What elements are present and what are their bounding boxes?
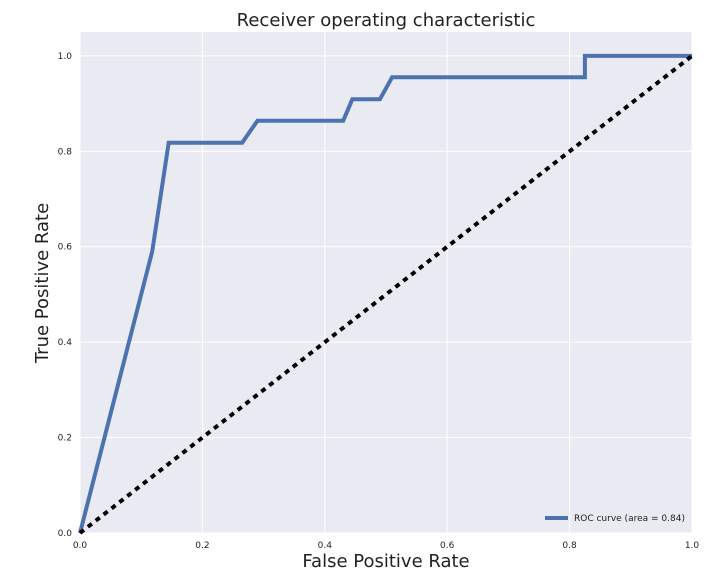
x-tick-label: 1.0 — [685, 541, 700, 551]
x-tick-label: 0.6 — [440, 541, 455, 551]
y-tick-label: 0.2 — [58, 434, 72, 444]
x-tick-label: 0.4 — [318, 541, 333, 551]
series-layer — [78, 53, 694, 535]
roc-curve-line — [78, 53, 692, 534]
y-tick-label: 0.8 — [58, 147, 73, 157]
y-tick-label: 0.6 — [58, 243, 73, 253]
y-axis-label: True Positive Rate — [32, 203, 53, 364]
tick-layer: 0.0 0.2 0.4 0.6 0.8 1.0 0.0 0.2 0.4 0.6 0.8 1.0 — [58, 52, 700, 551]
legend: ROC curve (area = 0.84) — [545, 514, 685, 524]
grid-lines — [79, 32, 693, 534]
x-tick-label: 0.2 — [195, 541, 209, 551]
y-tick-label: 0.4 — [58, 338, 73, 348]
legend-label: ROC curve (area = 0.84) — [574, 514, 685, 524]
y-tick-label: 1.0 — [58, 52, 73, 62]
plot-area — [80, 32, 692, 533]
x-axis-label: False Positive Rate — [302, 551, 469, 572]
y-tick-label: 0.0 — [58, 529, 73, 539]
x-tick-label: 0.0 — [73, 541, 88, 551]
x-tick-label: 0.8 — [562, 541, 577, 551]
chart-title: Receiver operating characteristic — [237, 10, 536, 31]
